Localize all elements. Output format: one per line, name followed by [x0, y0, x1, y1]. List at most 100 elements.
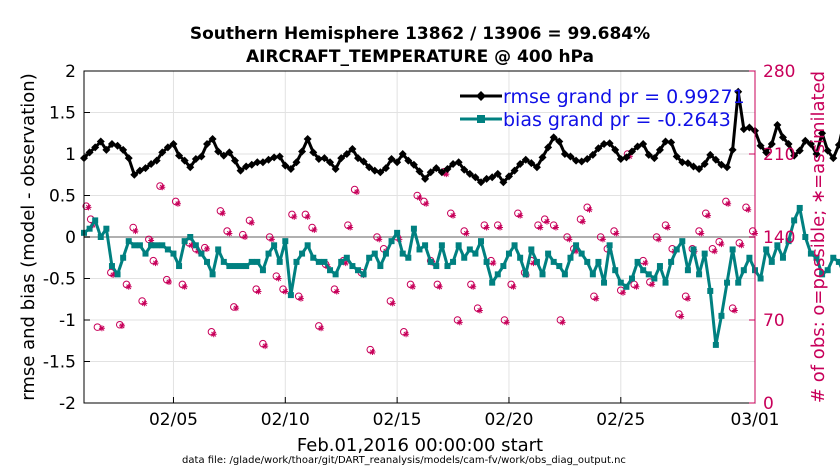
rmse-point — [650, 154, 659, 163]
bias-point — [684, 267, 691, 274]
obs-possible-point — [308, 223, 316, 232]
obs-assimilated-point — [403, 331, 410, 338]
obs-possible-point — [223, 227, 231, 235]
obs-assimilated-point — [98, 325, 105, 332]
rmse-point — [622, 153, 631, 162]
bias-point — [97, 234, 104, 240]
rmse-point — [387, 154, 396, 163]
bias-point — [584, 258, 591, 265]
bias-point — [567, 254, 574, 261]
bias-point — [315, 258, 322, 265]
rmse-point — [191, 154, 200, 163]
obs-possible-point — [216, 207, 225, 215]
rmse-point — [762, 148, 771, 157]
obs-assimilated-point — [476, 307, 483, 314]
obs-assimilated-point — [369, 349, 376, 356]
obs-assimilated-point — [141, 300, 148, 307]
rmse-point — [706, 150, 715, 159]
rmse-point — [135, 166, 144, 175]
rmse-point — [672, 152, 681, 161]
obs-assimilated-point — [573, 248, 580, 255]
rmse-point — [829, 154, 838, 163]
obs-possible-point — [294, 292, 303, 301]
obs-possible-point — [563, 233, 571, 241]
bias-point — [640, 267, 647, 274]
bias-point — [712, 341, 719, 348]
bias-point — [550, 258, 557, 265]
bias-point — [271, 242, 278, 249]
obs-assimilated-point — [318, 325, 325, 332]
y2-axis-label: # of obs: o=possible; ∗=assimilated — [808, 71, 829, 403]
obs-possible-point — [265, 233, 274, 241]
obs-possible-point — [728, 304, 737, 312]
y-axis-label: rmse and bias (model - observation) — [18, 73, 39, 400]
x-axis-label: Feb.01,2016 00:00:00 start — [297, 435, 543, 456]
bias-point — [248, 258, 255, 265]
rmse-point — [381, 164, 390, 173]
obs-assimilated-point — [470, 283, 477, 290]
bias-point — [259, 267, 266, 274]
rmse-point — [230, 156, 239, 165]
obs-possible-point — [500, 316, 509, 324]
rmse-point — [292, 158, 301, 167]
rmse-point — [477, 178, 486, 187]
rmse-point — [421, 174, 430, 183]
bias-point — [204, 258, 211, 265]
obs-possible-point — [590, 292, 598, 301]
bias-point — [478, 238, 485, 245]
bias-point — [735, 279, 742, 286]
bias-point — [142, 250, 149, 257]
rmse-point — [404, 156, 413, 165]
rmse-point — [320, 154, 329, 163]
obs-assimilated-point — [443, 171, 450, 178]
bias-point — [796, 204, 803, 211]
obs-assimilated-point — [255, 288, 262, 295]
bias-point — [282, 238, 289, 245]
obs-possible-point — [420, 197, 428, 206]
obs-assimilated-point — [125, 283, 132, 290]
x-tick-label: 02/10 — [261, 410, 310, 430]
rmse-point — [667, 138, 676, 147]
obs-possible-point — [701, 209, 710, 218]
obs-possible-point — [722, 197, 730, 206]
bias-point — [556, 263, 563, 270]
rmse-point — [627, 147, 636, 156]
rmse-point — [147, 159, 156, 168]
obs-assimilated-point — [389, 300, 396, 307]
obs-possible-point — [373, 233, 381, 241]
obs-possible-point — [480, 221, 489, 229]
obs-possible-point — [433, 280, 442, 289]
obs-assimilated-point — [586, 206, 593, 213]
obs-assimilated-point — [226, 230, 233, 237]
rmse-point — [818, 129, 827, 138]
bias-point — [601, 279, 608, 286]
obs-assimilated-point — [262, 343, 269, 350]
rmse-point — [158, 148, 167, 157]
bias-point — [701, 250, 708, 257]
obs-possible-point — [467, 280, 475, 289]
rmse-point — [717, 160, 726, 169]
x-tick-label: 02/05 — [149, 410, 198, 430]
y-tick-label: 0.5 — [49, 187, 76, 207]
bias-point — [528, 246, 535, 253]
obs-assimilated-point — [664, 224, 671, 231]
rmse-point — [432, 164, 441, 173]
obs-assimilated-point — [165, 279, 172, 286]
obs-possible-point — [259, 339, 267, 348]
rmse-point — [655, 145, 664, 154]
bias-point — [623, 283, 630, 290]
legend-bias-marker — [477, 115, 485, 123]
bias-point — [187, 234, 194, 240]
obs-possible-point — [350, 185, 359, 194]
obs-assimilated-point — [599, 236, 606, 243]
obs-possible-point — [162, 275, 171, 284]
chart-title-line2: AIRCRAFT_TEMPERATURE @ 400 hPa — [246, 47, 594, 67]
legend-rmse-marker — [476, 91, 486, 101]
bias-point — [455, 242, 462, 249]
bias-point — [422, 242, 429, 249]
rmse-point — [633, 142, 642, 151]
rmse-point — [275, 152, 284, 161]
obs-assimilated-point — [655, 236, 662, 243]
x-tick-label: 02/20 — [484, 410, 533, 430]
bias-point — [651, 275, 658, 282]
